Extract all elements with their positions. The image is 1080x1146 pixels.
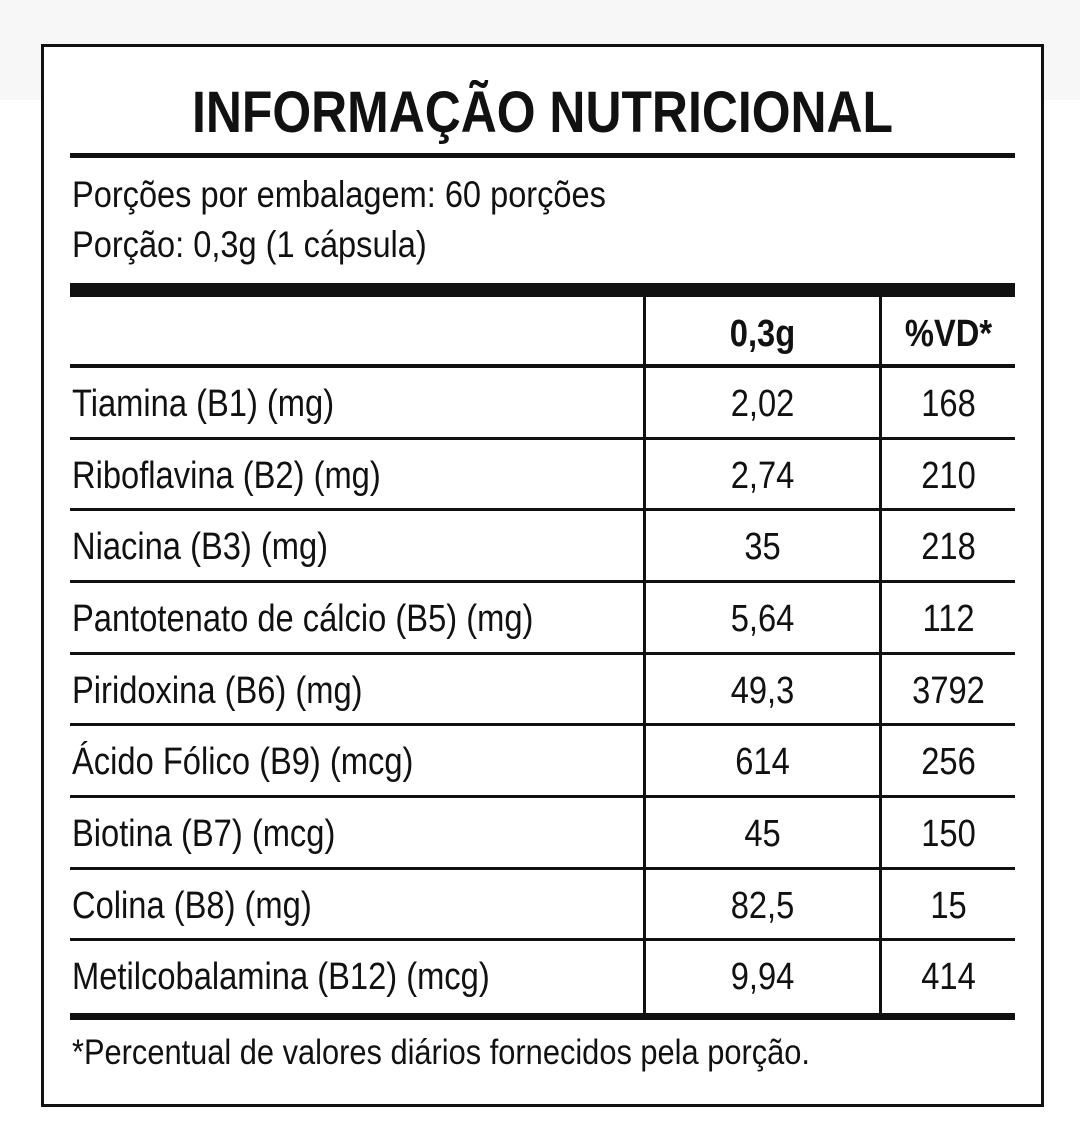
serving-line: Porções por embalagem: 60 porções: [72, 174, 606, 215]
column-rule: [643, 297, 646, 1013]
daily-value: 168: [921, 382, 976, 425]
title: INFORMAÇÃO NUTRICIONAL: [191, 80, 894, 145]
row-rule: [70, 651, 1015, 655]
daily-value: 210: [921, 454, 976, 497]
row-rule: [70, 580, 1015, 583]
nutrient-name: Riboflavina (B2) (mg): [72, 454, 381, 497]
amount: 614: [735, 741, 790, 784]
row-rule: [70, 723, 1015, 727]
nutrient-name: Colina (B8) (mg): [72, 884, 312, 927]
row-rule: [70, 795, 1015, 798]
nutrition-label: [41, 44, 1044, 1107]
row-rule: [70, 866, 1015, 870]
column-rule: [879, 297, 882, 1013]
amount: 2,74: [730, 454, 795, 497]
daily-value: 414: [921, 956, 976, 999]
amount: 5,64: [730, 597, 795, 640]
amount: 35: [744, 526, 781, 569]
nutrient-name: Ácido Fólico (B9) (mcg): [72, 741, 414, 784]
amount: 9,94: [730, 956, 795, 999]
daily-value: 150: [921, 812, 976, 855]
daily-value: 218: [921, 526, 976, 569]
nutrient-name: Biotina (B7) (mcg): [72, 812, 336, 855]
row-rule: [70, 938, 1015, 942]
nutrient-name: Piridoxina (B6) (mg): [72, 669, 363, 712]
amount: 49,3: [730, 669, 795, 712]
thick-rule: [70, 1013, 1015, 1020]
amount: 82,5: [730, 884, 795, 927]
daily-value: 112: [922, 597, 975, 640]
daily-value: 3792: [912, 669, 985, 712]
footnote: *Percentual de valores diários fornecido…: [72, 1033, 810, 1072]
nutrient-name: Niacina (B3) (mg): [72, 526, 329, 569]
column-header: 0,3g: [729, 313, 796, 355]
daily-value: 256: [921, 741, 976, 784]
thick-rule: [70, 283, 1015, 297]
nutrient-name: Tiamina (B1) (mg): [72, 382, 335, 425]
row-rule: [70, 436, 1015, 440]
rule: [70, 364, 1015, 368]
amount: 2,02: [730, 382, 795, 425]
rule: [70, 153, 1015, 158]
column-header: %VD*: [904, 313, 993, 355]
nutrient-name: Pantotenato de cálcio (B5) (mg): [72, 597, 534, 640]
row-rule: [70, 508, 1015, 512]
amount: 45: [744, 812, 781, 855]
nutrient-name: Metilcobalamina (B12) (mcg): [72, 956, 490, 999]
daily-value: 15: [930, 884, 967, 927]
serving-line: Porção: 0,3g (1 cápsula): [72, 224, 427, 265]
